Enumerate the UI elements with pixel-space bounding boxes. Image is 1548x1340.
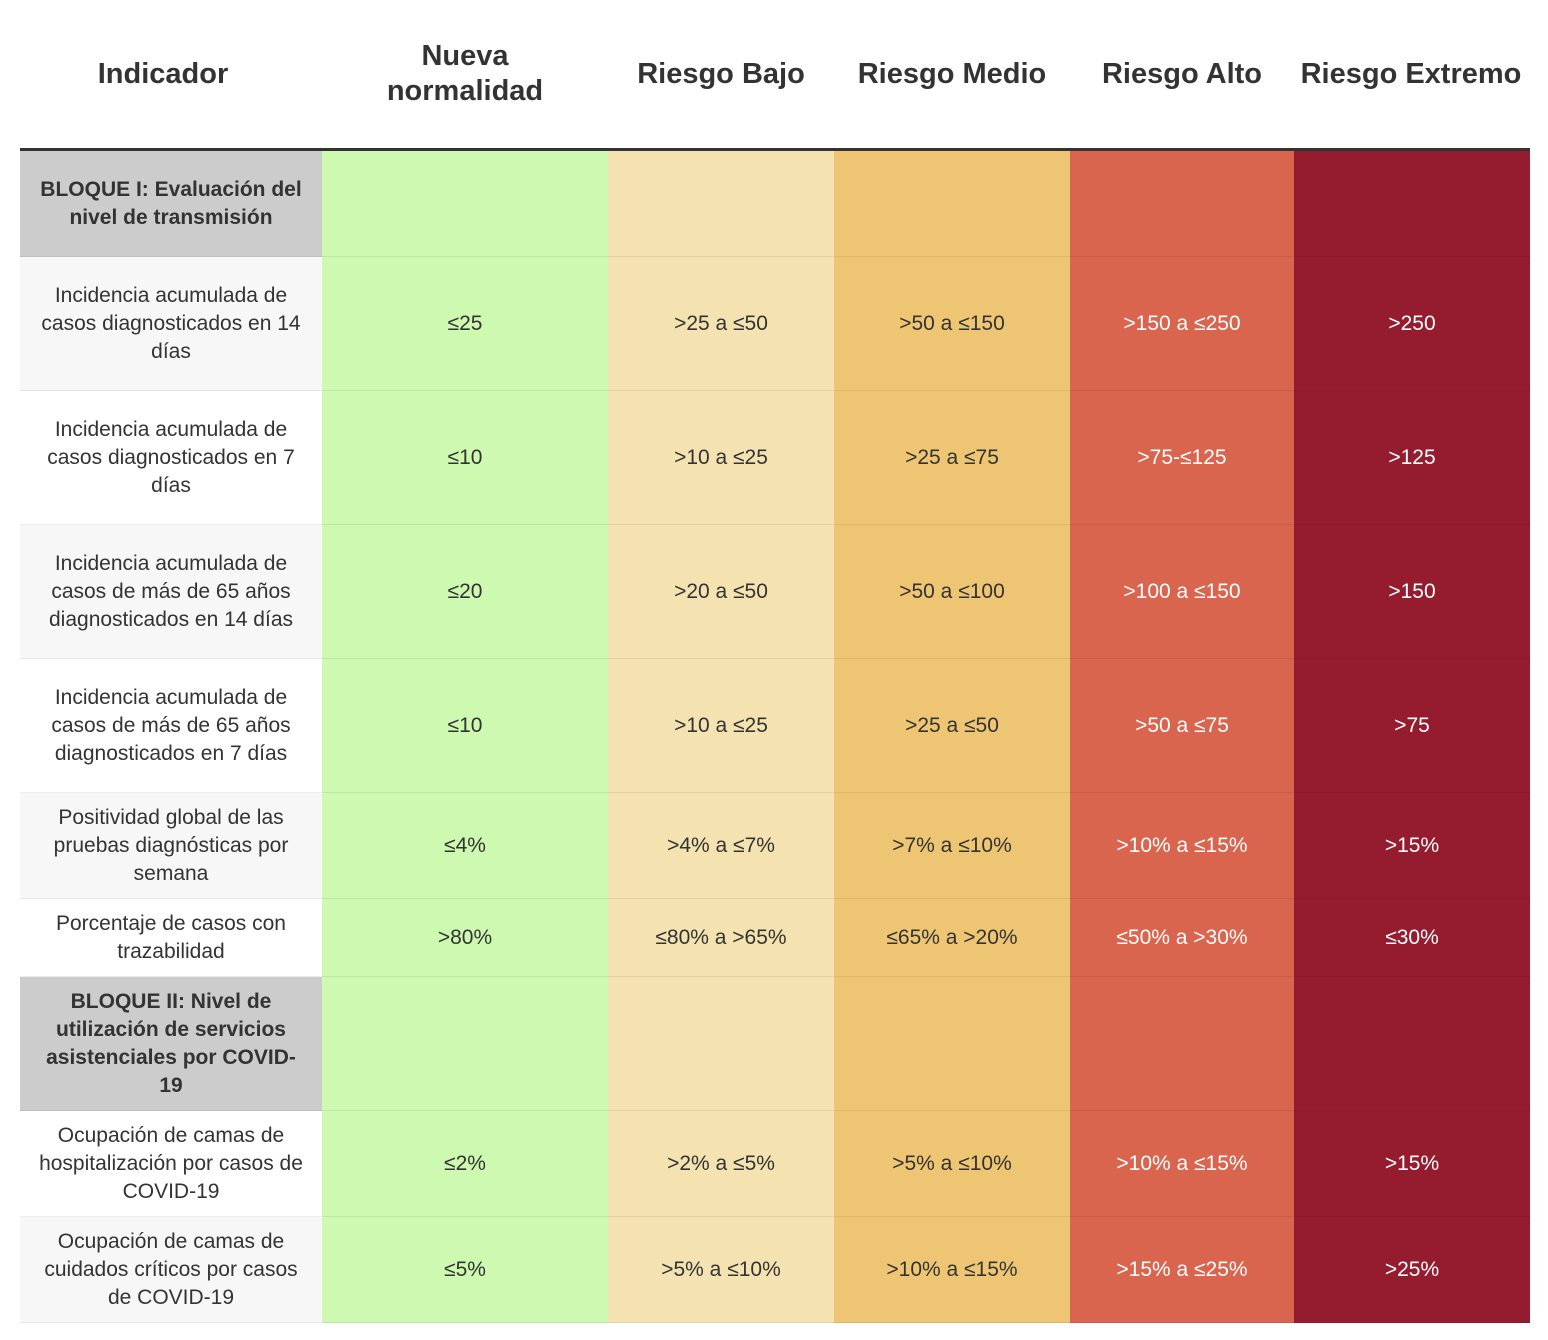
cell-riesgo-alto — [1070, 151, 1294, 257]
block-title: BLOQUE II: Nivel de utilización de servi… — [20, 977, 322, 1111]
cell-riesgo-bajo: >2% a ≤5% — [608, 1111, 834, 1217]
cell-riesgo-bajo: >5% a ≤10% — [608, 1217, 834, 1323]
table-row: Positividad global de las pruebas diagnó… — [20, 793, 1530, 899]
cell-riesgo-bajo — [608, 977, 834, 1111]
table-row: Incidencia acumulada de casos de más de … — [20, 525, 1530, 659]
cell-riesgo-medio: >7% a ≤10% — [834, 793, 1070, 899]
cell-nueva-normalidad: ≤20 — [322, 525, 608, 659]
cell-riesgo-extremo: >15% — [1294, 1111, 1530, 1217]
cell-riesgo-bajo: >10 a ≤25 — [608, 659, 834, 793]
cell-riesgo-medio: >5% a ≤10% — [834, 1111, 1070, 1217]
cell-riesgo-medio — [834, 977, 1070, 1111]
header-nueva-normalidad: Nueva normalidad — [386, 40, 544, 107]
indicator-cell: Incidencia acumulada de casos diagnostic… — [20, 257, 322, 391]
table-row: Incidencia acumulada de casos diagnostic… — [20, 257, 1530, 391]
cell-riesgo-extremo: >125 — [1294, 391, 1530, 525]
cell-riesgo-extremo: ≤30% — [1294, 899, 1530, 977]
cell-nueva-normalidad: ≤2% — [322, 1111, 608, 1217]
cell-nueva-normalidad: ≤10 — [322, 659, 608, 793]
cell-riesgo-alto: >50 a ≤75 — [1070, 659, 1294, 793]
cell-riesgo-alto: >15% a ≤25% — [1070, 1217, 1294, 1323]
cell-riesgo-extremo: >25% — [1294, 1217, 1530, 1323]
cell-riesgo-alto: ≤50% a >30% — [1070, 899, 1294, 977]
cell-riesgo-alto — [1070, 977, 1294, 1111]
cell-nueva-normalidad — [322, 151, 608, 257]
cell-riesgo-bajo: >25 a ≤50 — [608, 257, 834, 391]
table-header: Indicador Nueva normalidad Riesgo Bajo R… — [20, 0, 1530, 148]
header-riesgo-medio: Riesgo Medio — [857, 57, 1047, 90]
indicator-cell: Porcentaje de casos con trazabilidad — [20, 899, 322, 977]
cell-riesgo-extremo: >250 — [1294, 257, 1530, 391]
cell-riesgo-medio: >50 a ≤150 — [834, 257, 1070, 391]
indicator-cell: Incidencia acumulada de casos diagnostic… — [20, 391, 322, 525]
cell-riesgo-medio: ≤65% a >20% — [834, 899, 1070, 977]
header-divider — [20, 148, 1530, 151]
cell-riesgo-extremo: >150 — [1294, 525, 1530, 659]
table-row: Incidencia acumulada de casos de más de … — [20, 659, 1530, 793]
indicator-cell: Positividad global de las pruebas diagnó… — [20, 793, 322, 899]
cell-riesgo-extremo — [1294, 977, 1530, 1111]
block-row-transmision: BLOQUE I: Evaluación del nivel de transm… — [20, 151, 1530, 257]
table-row: Ocupación de camas de cuidados críticos … — [20, 1217, 1530, 1323]
cell-riesgo-alto: >10% a ≤15% — [1070, 793, 1294, 899]
cell-riesgo-alto: >100 a ≤150 — [1070, 525, 1294, 659]
cell-riesgo-bajo — [608, 151, 834, 257]
cell-riesgo-extremo: >75 — [1294, 659, 1530, 793]
block-title: BLOQUE I: Evaluación del nivel de transm… — [20, 151, 322, 257]
cell-riesgo-bajo: >4% a ≤7% — [608, 793, 834, 899]
indicator-cell: Incidencia acumulada de casos de más de … — [20, 525, 322, 659]
cell-riesgo-medio: >50 a ≤100 — [834, 525, 1070, 659]
table-row: Ocupación de camas de hospitalización po… — [20, 1111, 1530, 1217]
cell-nueva-normalidad: ≤10 — [322, 391, 608, 525]
header-riesgo-bajo: Riesgo Bajo — [637, 57, 805, 90]
cell-nueva-normalidad: >80% — [322, 899, 608, 977]
cell-riesgo-bajo: >10 a ≤25 — [608, 391, 834, 525]
cell-riesgo-medio: >25 a ≤50 — [834, 659, 1070, 793]
block-row-servicios-asistenciales: BLOQUE II: Nivel de utilización de servi… — [20, 977, 1530, 1111]
indicator-cell: Ocupación de camas de cuidados críticos … — [20, 1217, 322, 1323]
cell-riesgo-alto: >10% a ≤15% — [1070, 1111, 1294, 1217]
table-row: Incidencia acumulada de casos diagnostic… — [20, 391, 1530, 525]
cell-nueva-normalidad: ≤4% — [322, 793, 608, 899]
cell-riesgo-medio: >25 a ≤75 — [834, 391, 1070, 525]
cell-riesgo-bajo: ≤80% a >65% — [608, 899, 834, 977]
header-riesgo-extremo: Riesgo Extremo — [1300, 57, 1522, 90]
cell-riesgo-bajo: >20 a ≤50 — [608, 525, 834, 659]
cell-nueva-normalidad: ≤25 — [322, 257, 608, 391]
indicator-cell: Ocupación de camas de hospitalización po… — [20, 1111, 322, 1217]
cell-riesgo-medio — [834, 151, 1070, 257]
table-body: BLOQUE I: Evaluación del nivel de transm… — [20, 151, 1530, 1323]
cell-riesgo-alto: >75-≤125 — [1070, 391, 1294, 525]
indicator-cell: Incidencia acumulada de casos de más de … — [20, 659, 322, 793]
table-row: Porcentaje de casos con trazabilidad >80… — [20, 899, 1530, 977]
header-riesgo-alto: Riesgo Alto — [1101, 57, 1263, 90]
cell-nueva-normalidad — [322, 977, 608, 1111]
cell-nueva-normalidad: ≤5% — [322, 1217, 608, 1323]
cell-riesgo-extremo: >15% — [1294, 793, 1530, 899]
cell-riesgo-extremo — [1294, 151, 1530, 257]
header-indicator: Indicador — [97, 57, 229, 90]
cell-riesgo-medio: >10% a ≤15% — [834, 1217, 1070, 1323]
cell-riesgo-alto: >150 a ≤250 — [1070, 257, 1294, 391]
